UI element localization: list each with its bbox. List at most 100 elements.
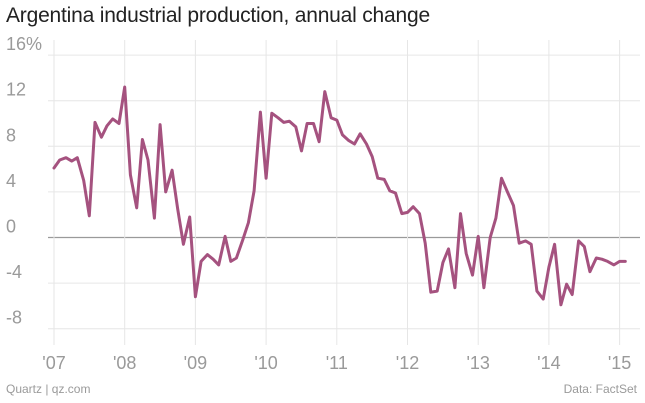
data-point [76, 156, 79, 159]
y-tick-label: -8 [6, 308, 22, 328]
data-point [312, 122, 315, 125]
source-credit: Quartz | qz.com [6, 382, 91, 396]
data-point [429, 291, 432, 294]
data-point [536, 290, 539, 293]
data-point [553, 243, 556, 246]
x-axis-ticks: '07 '08 '09 '10 '11 '12 '13 '14 '15 [42, 353, 631, 373]
y-tick-label: 8 [6, 125, 16, 145]
data-point [495, 217, 498, 220]
data-point [323, 90, 326, 93]
x-tick-label: '10 [254, 353, 277, 373]
data-point [265, 177, 268, 180]
x-tick-label: '09 [184, 353, 207, 373]
data-point [347, 139, 350, 142]
data-source: Data: FactSet [563, 382, 637, 396]
data-point [318, 140, 321, 143]
data-point [65, 156, 68, 159]
data-point [436, 290, 439, 293]
data-point [454, 286, 457, 289]
data-point [507, 192, 510, 195]
data-point [229, 260, 232, 263]
data-point [330, 116, 333, 119]
data-point [270, 112, 273, 115]
data-point [100, 136, 103, 139]
data-point [418, 212, 421, 215]
data-point [111, 118, 114, 121]
data-point [442, 261, 445, 264]
data-point [159, 123, 162, 126]
data-point [141, 138, 144, 141]
x-tick-label: '08 [113, 353, 136, 373]
data-point [589, 270, 592, 273]
data-point [306, 122, 309, 125]
data-point [341, 134, 344, 137]
y-tick-label: 4 [6, 171, 16, 191]
data-point [571, 293, 574, 296]
data-point [118, 122, 121, 125]
data-point [471, 274, 474, 277]
series-layer [52, 85, 627, 307]
y-tick-label: -4 [6, 262, 22, 282]
y-tick-label: 12 [6, 80, 26, 100]
data-point [224, 235, 227, 238]
data-point [294, 126, 297, 129]
data-point [530, 243, 533, 246]
data-point [542, 298, 545, 301]
data-point [624, 260, 627, 263]
data-point [241, 238, 244, 241]
data-point [483, 286, 486, 289]
data-point [53, 167, 56, 170]
data-point [459, 212, 462, 215]
data-point [147, 159, 150, 162]
data-point [412, 205, 415, 208]
grid-layer [48, 40, 640, 345]
data-point [353, 143, 356, 146]
data-point [182, 243, 185, 246]
data-point [153, 217, 156, 220]
data-point [577, 240, 580, 243]
data-point [365, 143, 368, 146]
y-tick-label: 0 [6, 217, 16, 237]
data-point [560, 303, 563, 306]
data-point [548, 266, 551, 269]
x-tick-label: '14 [537, 353, 560, 373]
data-point [82, 179, 85, 182]
data-point [465, 252, 468, 255]
data-point [518, 242, 521, 245]
data-point [383, 178, 386, 181]
data-point [135, 207, 138, 210]
x-tick-label: '12 [396, 353, 419, 373]
data-point [194, 295, 197, 298]
data-point [164, 191, 167, 194]
x-tick-label: '13 [466, 353, 489, 373]
data-point [212, 258, 215, 261]
data-point [500, 177, 503, 180]
x-tick-label: '07 [42, 353, 65, 373]
chart-title: Argentina industrial production, annual … [6, 4, 430, 27]
data-point [253, 189, 256, 192]
data-point [601, 258, 604, 261]
data-point [123, 86, 126, 89]
data-point [58, 159, 61, 162]
data-point [406, 211, 409, 214]
series-line [52, 85, 627, 307]
data-point [388, 189, 391, 192]
data-point [288, 120, 291, 123]
data-point [477, 235, 480, 238]
data-point [171, 169, 174, 172]
data-point [489, 236, 492, 239]
data-point [217, 264, 220, 267]
data-point [235, 257, 238, 260]
x-tick-label: '11 [326, 353, 348, 373]
data-point [188, 216, 191, 219]
y-axis-ticks: 16% 12 8 4 0 -4 -8 [6, 34, 42, 328]
data-point [376, 177, 379, 180]
data-point [524, 240, 527, 243]
data-point [176, 208, 179, 211]
data-point [371, 155, 374, 158]
data-point [512, 204, 515, 207]
data-point [400, 212, 403, 215]
data-point [613, 264, 616, 267]
data-point [565, 283, 568, 286]
